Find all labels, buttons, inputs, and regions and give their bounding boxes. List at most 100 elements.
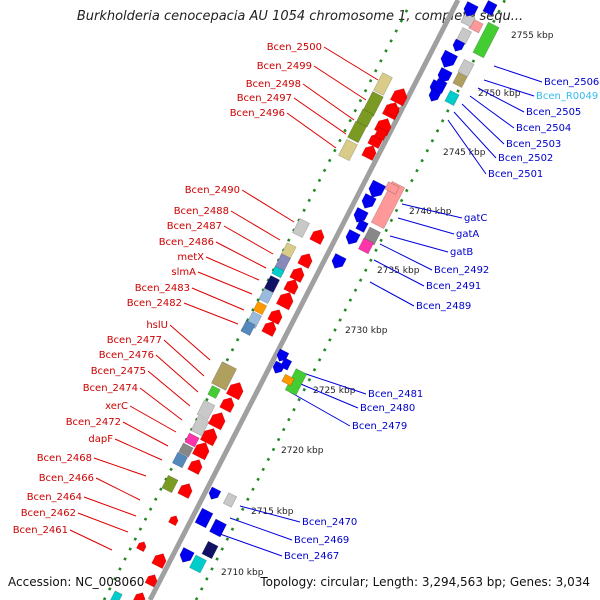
gene-feature[interactable] (281, 373, 295, 387)
gene-label[interactable]: Bcen_2477 (107, 335, 162, 346)
reverse-gene-arrow[interactable] (438, 49, 459, 71)
gene-label[interactable]: Bcen_2467 (284, 551, 339, 562)
gene-label[interactable]: Bcen_2504 (516, 123, 571, 134)
forward-gene-arrow[interactable] (136, 540, 147, 553)
gene-label[interactable]: Bcen_2505 (526, 107, 581, 118)
gene-label[interactable]: hslU (146, 320, 168, 331)
gene-feature[interactable] (210, 361, 238, 391)
gene-feature[interactable] (370, 180, 406, 230)
forward-gene-arrow[interactable] (151, 551, 169, 569)
gene-feature[interactable] (460, 12, 476, 28)
gene-label[interactable]: Bcen_2491 (426, 281, 481, 292)
gene-label[interactable]: Bcen_2497 (237, 93, 292, 104)
forward-gene-arrow[interactable] (168, 514, 179, 527)
reverse-gene-arrow[interactable] (451, 38, 466, 54)
reverse-gene-arrow[interactable] (207, 486, 222, 502)
gene-label[interactable]: Bcen_2472 (66, 417, 121, 428)
gene-label[interactable]: Bcen_2480 (360, 403, 415, 414)
gene-feature[interactable] (252, 300, 268, 316)
gene-label[interactable]: Bcen_2479 (352, 421, 407, 432)
forward-gene-arrow[interactable] (207, 409, 228, 431)
gene-label[interactable]: Bcen_2499 (257, 61, 312, 72)
gene-label[interactable]: gatC (464, 213, 487, 224)
gene-label[interactable]: Bcen_2488 (174, 206, 229, 217)
gene-feature[interactable] (457, 58, 475, 78)
gene-label[interactable]: slmA (171, 267, 196, 278)
gene-label[interactable]: Bcen_2483 (135, 283, 190, 294)
gene-feature[interactable] (482, 0, 498, 17)
gene-feature[interactable] (355, 219, 369, 233)
reverse-gene-arrow[interactable] (427, 88, 442, 104)
forward-gene-arrow[interactable] (289, 265, 307, 283)
gene-feature[interactable] (444, 89, 460, 107)
forward-gene-arrow[interactable] (297, 251, 315, 269)
forward-gene-arrow[interactable] (261, 319, 279, 337)
reverse-gene-arrow[interactable] (366, 179, 387, 201)
gene-feature[interactable] (373, 126, 389, 142)
forward-gene-arrow[interactable] (132, 590, 147, 600)
gene-label[interactable]: Bcen_2476 (99, 350, 154, 361)
gene-label[interactable]: Bcen_2501 (488, 169, 543, 180)
forward-gene-arrow[interactable] (267, 307, 285, 325)
gene-label[interactable]: Bcen_2489 (416, 301, 471, 312)
forward-gene-arrow[interactable] (225, 379, 246, 401)
gene-feature[interactable] (432, 77, 448, 95)
gene-label[interactable]: Bcen_2461 (13, 525, 68, 536)
gene-feature[interactable] (373, 72, 393, 96)
gene-feature[interactable] (347, 120, 367, 144)
gene-feature[interactable] (178, 442, 194, 458)
forward-gene-arrow[interactable] (177, 481, 195, 499)
gene-label[interactable]: Bcen_2502 (498, 153, 553, 164)
forward-gene-arrow[interactable] (187, 457, 205, 475)
gene-feature[interactable] (109, 590, 123, 600)
gene-label[interactable]: Bcen_2496 (230, 108, 285, 119)
gene-feature[interactable] (201, 540, 219, 560)
gene-feature[interactable] (472, 21, 500, 59)
reverse-gene-arrow[interactable] (359, 193, 377, 211)
gene-feature[interactable] (196, 399, 216, 421)
gene-label[interactable]: gatB (450, 247, 473, 258)
forward-gene-arrow[interactable] (144, 572, 159, 588)
gene-feature[interactable] (292, 217, 310, 239)
reverse-gene-arrow[interactable] (177, 547, 195, 565)
gene-feature[interactable] (338, 138, 358, 162)
gene-label[interactable]: Bcen_2492 (434, 265, 489, 276)
forward-gene-arrow[interactable] (275, 289, 296, 311)
gene-label[interactable]: Bcen_2468 (37, 453, 92, 464)
forward-gene-arrow[interactable] (389, 85, 410, 107)
gene-label[interactable]: Bcen_2470 (302, 517, 357, 528)
gene-label[interactable]: Bcen_2462 (21, 508, 76, 519)
gene-label[interactable]: Bcen_2498 (246, 79, 301, 90)
reverse-gene-arrow[interactable] (343, 229, 361, 247)
gene-feature[interactable] (161, 474, 179, 494)
forward-gene-arrow[interactable] (361, 143, 379, 161)
gene-label[interactable]: Bcen_2487 (167, 221, 222, 232)
gene-label[interactable]: Bcen_2469 (294, 535, 349, 546)
gene-feature[interactable] (258, 287, 274, 305)
reverse-gene-arrow[interactable] (461, 1, 479, 19)
gene-feature[interactable] (385, 102, 401, 118)
forward-gene-arrow[interactable] (309, 227, 327, 245)
gene-feature[interactable] (357, 237, 375, 255)
gene-feature[interactable] (194, 507, 214, 529)
gene-label[interactable]: xerC (105, 401, 128, 412)
reverse-gene-arrow[interactable] (275, 348, 290, 364)
gene-label[interactable]: Bcen_2506 (544, 77, 599, 88)
forward-gene-arrow[interactable] (199, 425, 220, 447)
gene-feature[interactable] (271, 265, 285, 279)
gene-label[interactable]: metX (177, 252, 204, 263)
forward-gene-arrow[interactable] (283, 277, 301, 295)
gene-label[interactable]: Bcen_2481 (368, 389, 423, 400)
gene-feature[interactable] (189, 554, 207, 574)
reverse-gene-arrow[interactable] (329, 253, 347, 271)
gene-feature[interactable] (384, 181, 400, 195)
gene-label[interactable]: Bcen_2503 (506, 139, 561, 150)
gene-label[interactable]: Bcen_2486 (159, 237, 214, 248)
gene-label[interactable]: Bcen_2490 (185, 185, 240, 196)
gene-feature[interactable] (207, 385, 221, 399)
gene-label[interactable]: dapF (88, 434, 113, 445)
gene-label[interactable]: Bcen_2482 (127, 298, 182, 309)
gene-feature[interactable] (209, 518, 227, 538)
forward-gene-arrow[interactable] (219, 395, 237, 413)
gene-feature[interactable] (171, 451, 189, 469)
